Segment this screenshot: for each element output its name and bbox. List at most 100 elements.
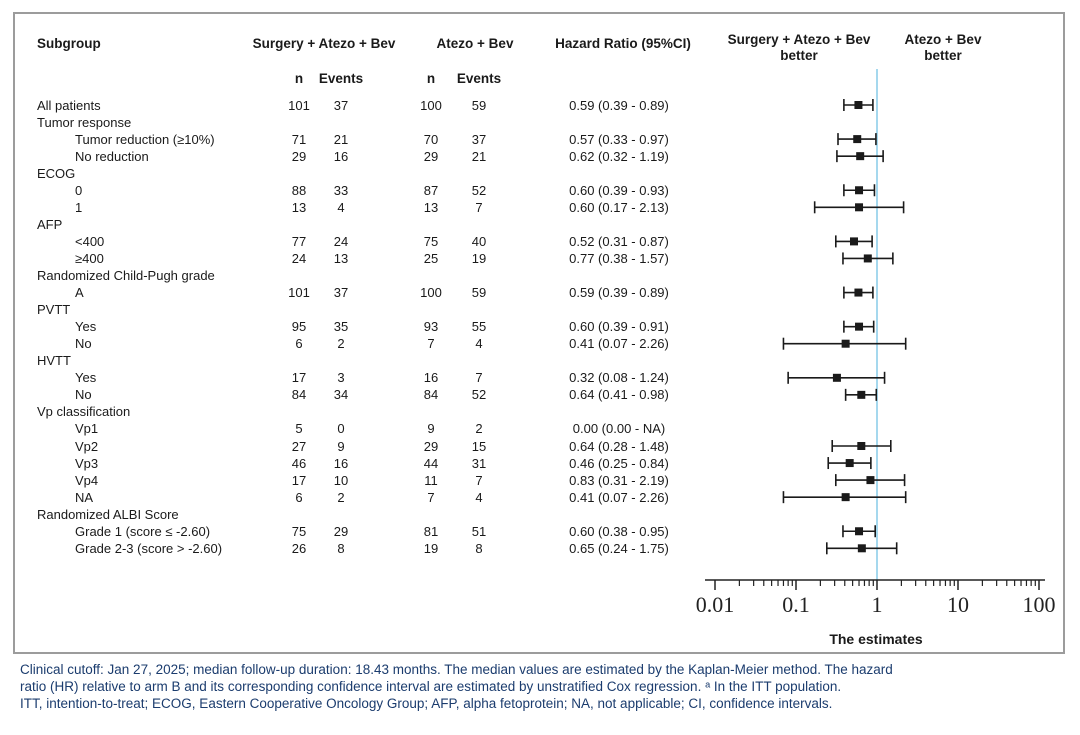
table-row: Yes 17 3 16 7 0.32 (0.08 - 1.24) [15,369,1063,386]
n-value-arm-b: 81 [423,523,439,539]
subgroup-label: Tumor response [37,114,132,130]
table-group-row: Tumor response [15,114,1063,131]
figure-footnote: Clinical cutoff: Jan 27, 2025; median fo… [20,661,893,712]
n-value-arm-a: 46 [291,455,307,471]
label-arm-a-better: Surgery + Atezo + Bev better [728,32,871,64]
hr-ci-value: 0.60 (0.17 - 2.13) [569,199,669,215]
n-value-arm-b: 7 [427,336,435,352]
events-value-arm-a: 16 [333,455,349,471]
events-value-arm-a: 33 [333,182,349,198]
events-value-arm-b: 40 [471,233,487,249]
subgroup-label: NA [75,489,94,505]
subgroup-label: <400 [75,233,105,249]
n-value-arm-b: 7 [427,489,435,505]
n-value-arm-b: 93 [423,319,439,335]
subgroup-label: Tumor reduction (≥10%) [75,131,215,147]
table-row: No 6 2 7 4 0.41 (0.07 - 2.26) [15,335,1063,352]
hr-ci-value: 0.64 (0.41 - 0.98) [569,387,669,403]
table-group-row: Randomized ALBI Score [15,506,1063,523]
hr-ci-value: 0.62 (0.32 - 1.19) [569,148,669,164]
events-value-arm-a: 16 [333,148,349,164]
n-value-arm-a: 101 [288,97,310,113]
column-header-subgroup: Subgroup [37,36,101,51]
events-value-arm-b: 15 [471,438,487,454]
subgroup-label: AFP [37,216,63,232]
n-value-arm-a: 13 [291,199,307,215]
events-value-arm-b: 52 [471,182,487,198]
events-value-arm-b: 21 [471,148,487,164]
n-value-arm-a: 24 [291,250,307,266]
subgroup-label: Grade 1 (score ≤ -2.60) [75,523,211,539]
n-value-arm-a: 6 [295,489,303,505]
n-value-arm-b: 16 [423,370,439,386]
subgroup-label: HVTT [37,353,71,369]
n-value-arm-a: 77 [291,233,307,249]
table-group-row: AFP [15,216,1063,233]
events-value-arm-b: 8 [475,540,483,556]
table-row: Vp1 5 0 9 2 0.00 (0.00 - NA) [15,420,1063,437]
events-value-arm-b: 59 [471,97,487,113]
hr-ci-value: 0.60 (0.39 - 0.93) [569,182,669,198]
events-value-arm-a: 8 [337,540,345,556]
events-value-arm-a: 4 [337,199,345,215]
hr-ci-value: 0.64 (0.28 - 1.48) [569,438,669,454]
events-value-arm-b: 55 [471,319,487,335]
hr-ci-value: 0.65 (0.24 - 1.75) [569,540,669,556]
table-row: No reduction 29 16 29 21 0.62 (0.32 - 1.19) [15,148,1063,165]
subgroup-label: PVTT [37,302,71,318]
events-value-arm-a: 10 [333,472,349,488]
n-value-arm-b: 100 [420,285,442,301]
n-value-arm-a: 27 [291,438,307,454]
subgroup-label: Vp2 [75,438,99,454]
n-value-arm-a: 6 [295,336,303,352]
hr-ci-value: 0.00 (0.00 - NA) [572,421,666,437]
hr-ci-value: 0.60 (0.39 - 0.91) [569,319,669,335]
table-row: Vp3 46 16 44 31 0.46 (0.25 - 0.84) [15,455,1063,472]
table-row: NA 6 2 7 4 0.41 (0.07 - 2.26) [15,489,1063,506]
events-value-arm-a: 2 [337,336,345,352]
label-arm-a-better-line1: Surgery + Atezo + Bev [727,32,871,47]
events-value-arm-b: 37 [471,131,487,147]
events-value-arm-a: 2 [337,489,345,505]
n-value-arm-b: 87 [423,182,439,198]
events-value-arm-a: 37 [333,97,349,113]
column-header-arm-b: Atezo + Bev [436,36,514,51]
events-value-arm-b: 2 [475,421,483,437]
n-value-arm-a: 71 [291,131,307,147]
events-value-arm-a: 3 [337,370,345,386]
table-row: <400 77 24 75 40 0.52 (0.31 - 0.87) [15,233,1063,250]
subgroup-label: Vp1 [75,421,99,437]
n-value-arm-b: 29 [423,438,439,454]
n-value-arm-b: 100 [420,97,442,113]
subgroup-label: All patients [37,97,101,113]
column-header-arm-a: Surgery + Atezo + Bev [252,36,396,51]
table-row: ≥400 24 13 25 19 0.77 (0.38 - 1.57) [15,250,1063,267]
table-group-row: HVTT [15,352,1063,369]
table-row: No 84 34 84 52 0.64 (0.41 - 0.98) [15,386,1063,403]
n-value-arm-b: 9 [427,421,435,437]
n-value-arm-a: 29 [291,148,307,164]
events-value-arm-a: 24 [333,233,349,249]
label-arm-b-better: Atezo + Bev better [905,32,982,64]
label-arm-b-better-line2: better [924,48,962,63]
events-value-arm-b: 7 [475,472,483,488]
n-value-arm-b: 13 [423,199,439,215]
events-value-arm-b: 7 [475,370,483,386]
table-row: Vp2 27 9 29 15 0.64 (0.28 - 1.48) [15,438,1063,455]
hr-ci-value: 0.59 (0.39 - 0.89) [569,97,669,113]
column-header-events-arm-b: Events [456,71,502,86]
table-row: Grade 2-3 (score > -2.60) 26 8 19 8 0.65 (0.2… [15,540,1063,557]
events-value-arm-a: 0 [337,421,345,437]
subgroup-label: ECOG [37,165,76,181]
subgroup-label: No reduction [75,148,149,164]
hr-ci-value: 0.57 (0.33 - 0.97) [569,131,669,147]
subgroup-label: ≥400 [75,250,104,266]
table-group-row: PVTT [15,301,1063,318]
label-arm-b-better-line1: Atezo + Bev [904,32,982,47]
table-group-row: Randomized Child-Pugh grade [15,267,1063,284]
hr-ci-value: 0.41 (0.07 - 2.26) [569,336,669,352]
n-value-arm-a: 101 [288,285,310,301]
n-value-arm-a: 88 [291,182,307,198]
subgroup-label: Vp4 [75,472,99,488]
